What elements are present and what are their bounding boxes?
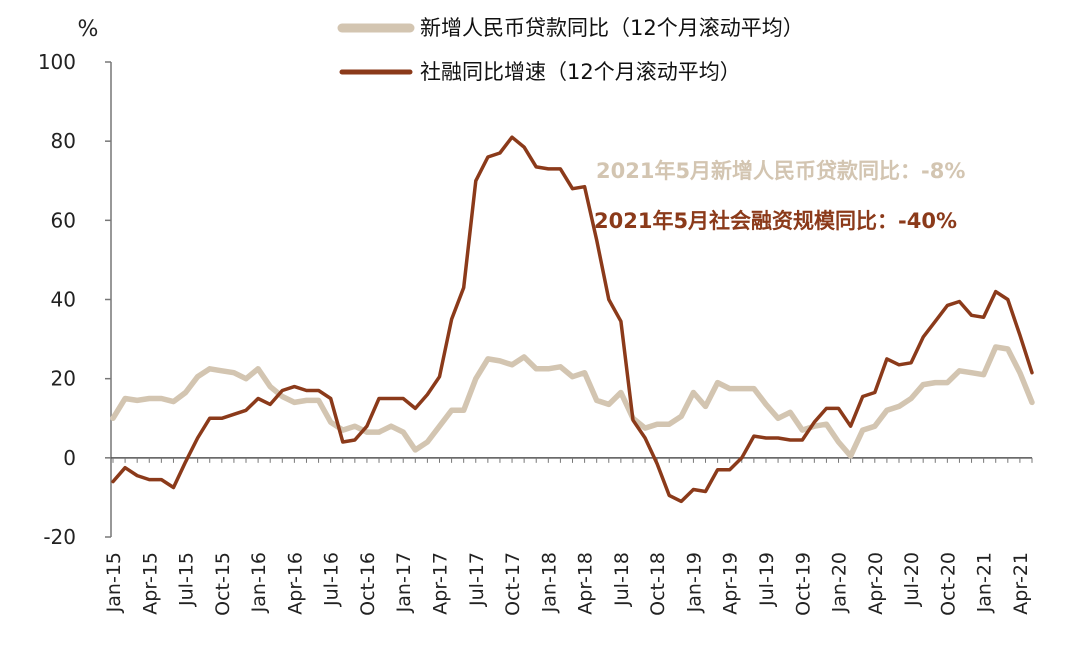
x-tick-label: Apr-17	[429, 552, 451, 615]
x-tick-label: Jan-15	[103, 552, 125, 613]
x-tick-label: Jan-19	[683, 552, 705, 613]
series-line-loans	[110, 344, 1035, 459]
axes	[110, 62, 1032, 537]
x-tick-label: Oct-19	[792, 552, 814, 616]
x-tick-label: Apr-16	[284, 552, 306, 615]
x-tick-label: Oct-16	[357, 552, 379, 616]
x-tick-label: Apr-21	[1010, 552, 1032, 615]
y-tick-label: 0	[63, 446, 76, 470]
y-unit-label: %	[78, 17, 99, 42]
y-tick-label: 80	[51, 129, 76, 153]
x-tick-label: Oct-18	[647, 552, 669, 616]
y-tick-label: 60	[51, 208, 76, 232]
series-group	[110, 135, 1035, 504]
x-tick-label: Oct-15	[212, 552, 234, 616]
series-line-tsf	[111, 135, 1034, 504]
legend: 新增人民币贷款同比（12个月滚动平均） 社融同比增速（12个月滚动平均）	[337, 16, 804, 84]
annotations: 2021年5月新增人民币贷款同比：-8% 2021年5月社会融资规模同比：-40…	[594, 159, 965, 233]
annotation-tsf: 2021年5月社会融资规模同比：-40%	[594, 209, 957, 233]
x-tick-labels: Jan-15 Apr-15 Jul-15 Oct-15 Jan-16 Apr-16 Jul-…	[103, 457, 1033, 616]
annotation-loans: 2021年5月新增人民币贷款同比：-8%	[596, 159, 965, 183]
x-tick-label: Jan-20	[829, 552, 851, 613]
x-tick-label: Jul-19	[756, 552, 778, 607]
x-tick-label: Jan-18	[538, 552, 560, 613]
legend-item-tsf: 社融同比增速（12个月滚动平均）	[339, 60, 741, 84]
y-tick-labels: 100 80 60 40 20 0 -20	[38, 50, 111, 549]
x-tick-label: Apr-15	[139, 552, 161, 615]
x-tick-label: Apr-20	[865, 552, 887, 615]
x-tick-label: Jan-17	[393, 552, 415, 613]
x-tick-label: Jan-21	[974, 552, 996, 613]
x-tick-label: Jul-18	[611, 552, 633, 607]
legend-label-loans: 新增人民币贷款同比（12个月滚动平均）	[420, 16, 804, 40]
x-tick-label: Oct-17	[502, 552, 524, 616]
x-tick-label: Jan-16	[248, 552, 270, 613]
x-tick-label: Apr-18	[575, 552, 597, 615]
y-tick-label: 40	[51, 288, 76, 312]
x-tick-label: Jul-17	[466, 552, 488, 607]
y-tick-label: 20	[51, 367, 76, 391]
x-tick-label: Oct-20	[937, 552, 959, 616]
x-tick-label: Jul-20	[901, 552, 923, 607]
x-tick-label: Jul-15	[176, 552, 198, 607]
legend-label-tsf: 社融同比增速（12个月滚动平均）	[420, 60, 741, 84]
y-tick-label: -20	[43, 525, 76, 549]
x-tick-label: Apr-19	[720, 552, 742, 615]
y-tick-label: 100	[38, 50, 76, 74]
x-tick-label: Jul-16	[321, 552, 343, 607]
legend-item-loans: 新增人民币贷款同比（12个月滚动平均）	[337, 16, 804, 40]
